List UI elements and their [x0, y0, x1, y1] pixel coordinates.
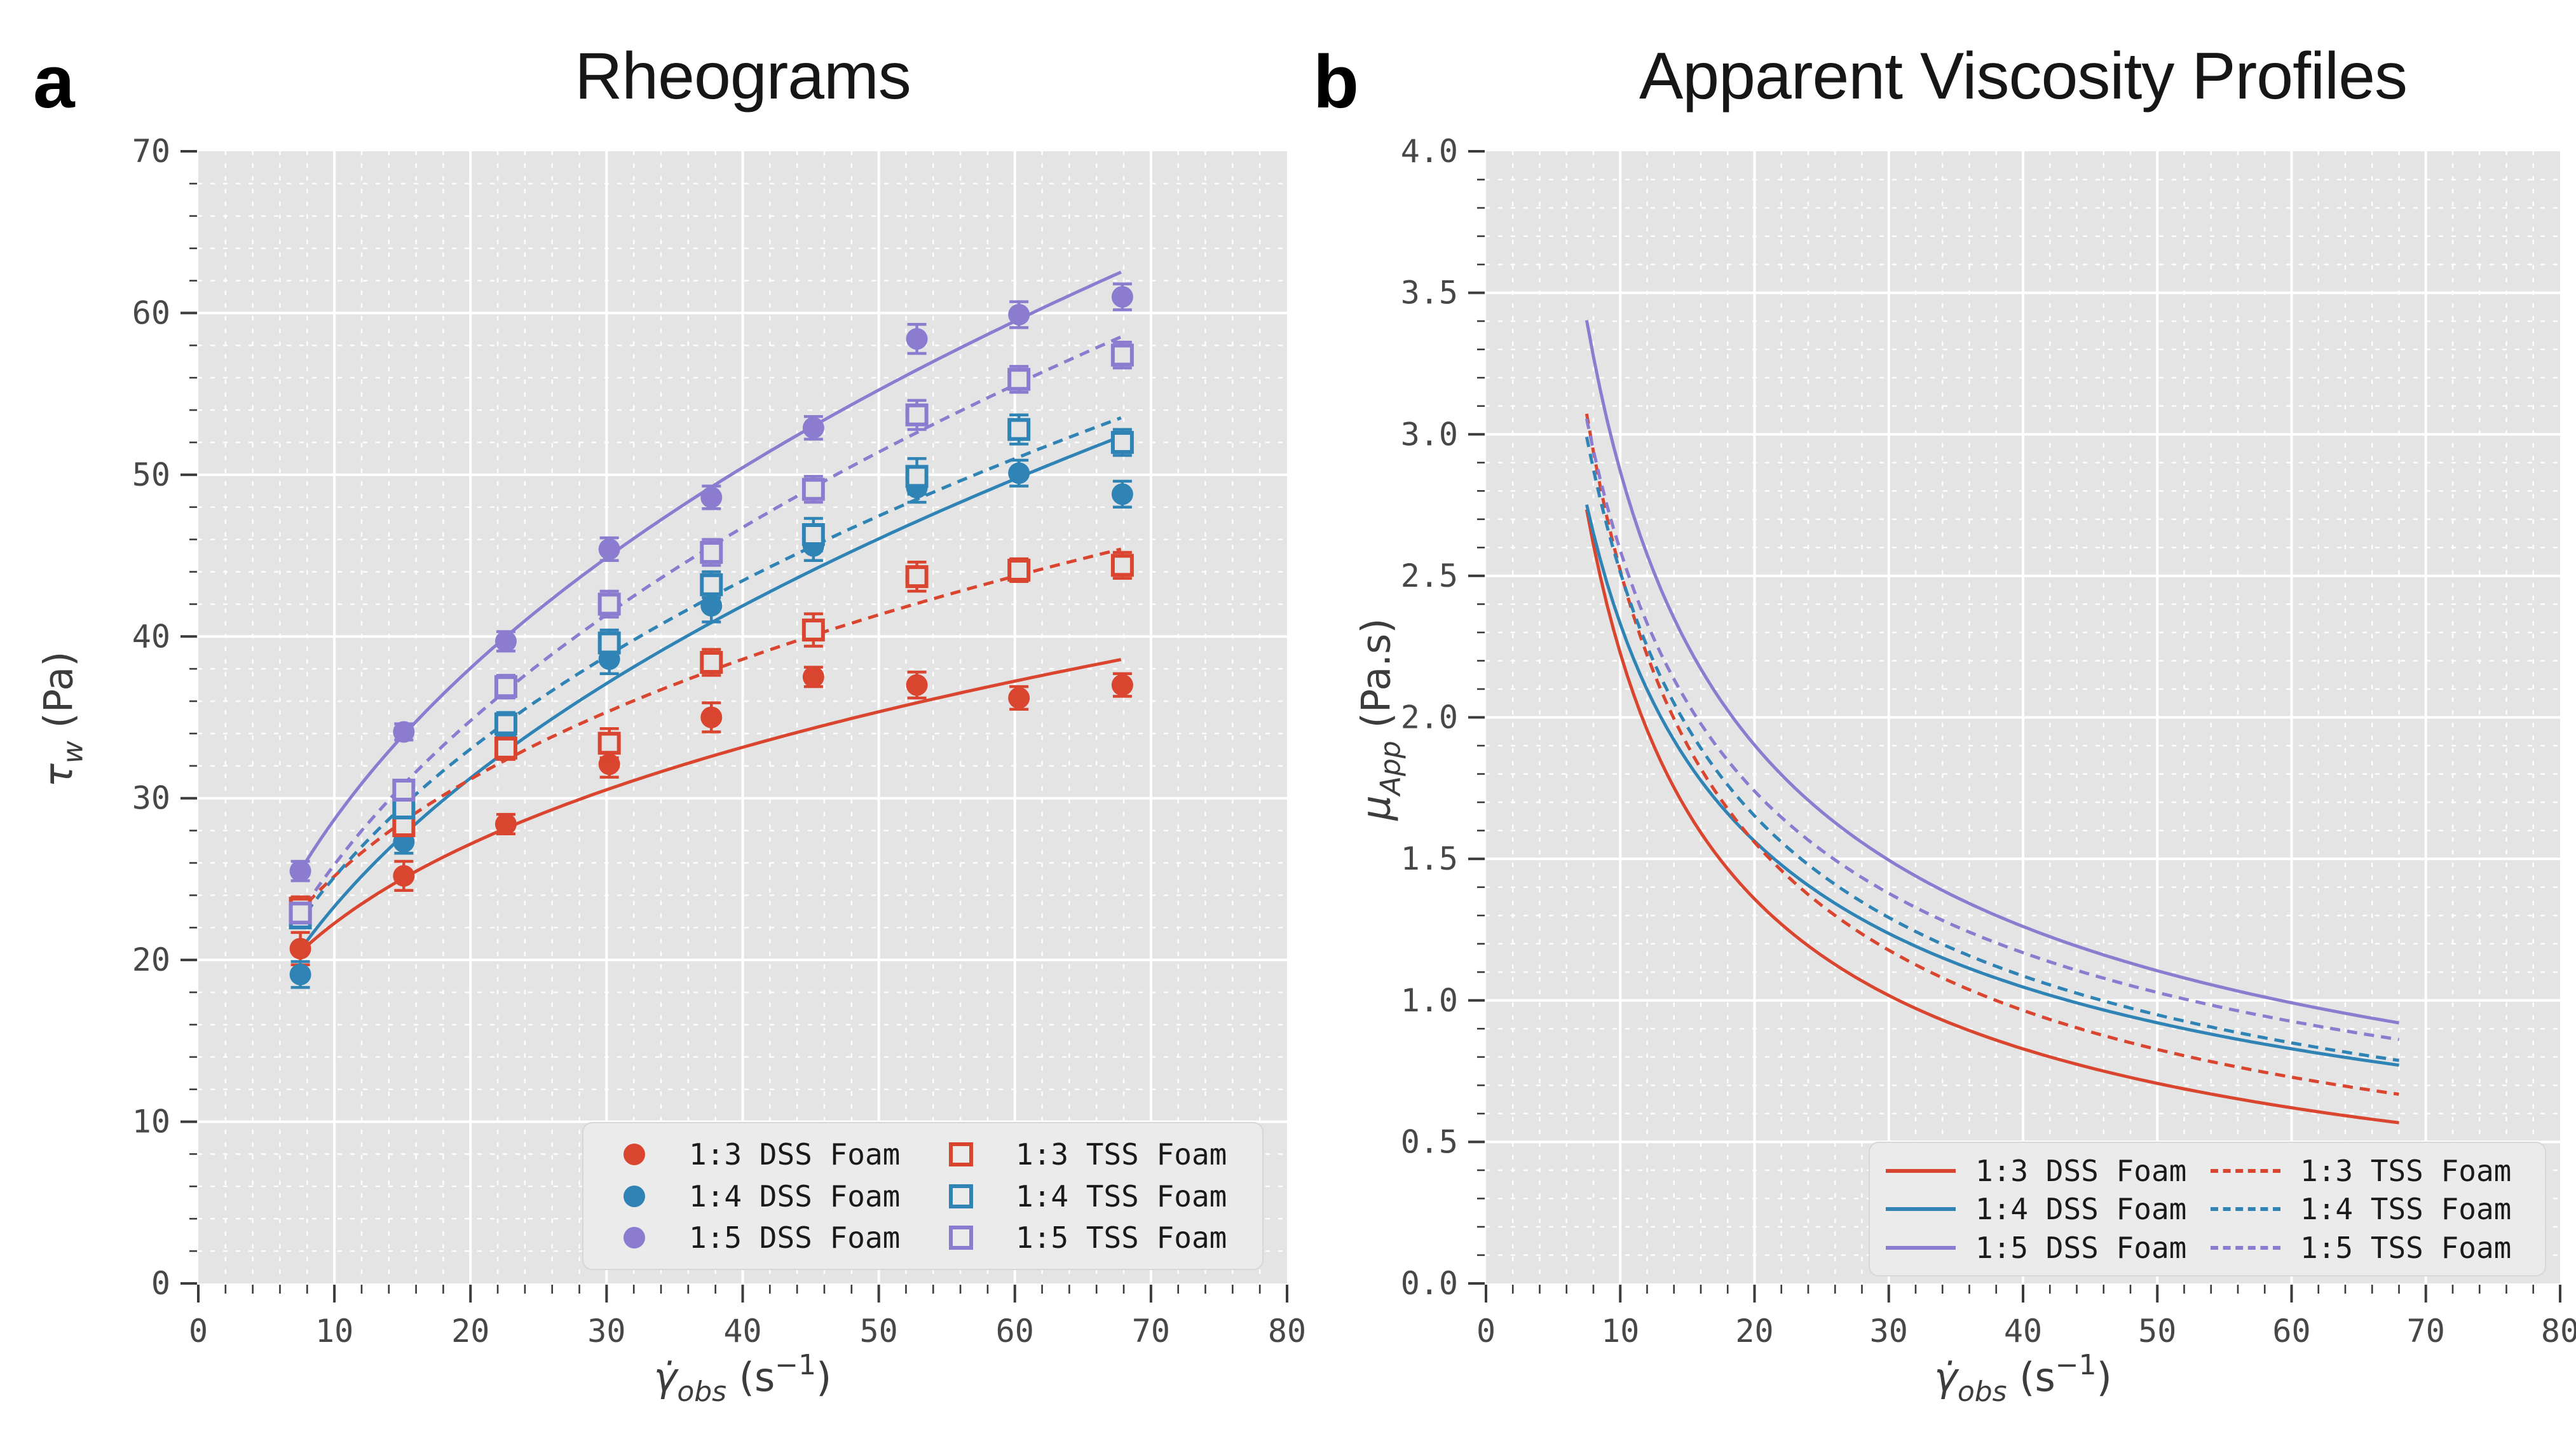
- line-solid-swatch-icon: [1883, 1245, 1959, 1250]
- svg-text:2.5: 2.5: [1401, 557, 1458, 594]
- legend-item: 1:5 TSS Foam: [2207, 1231, 2532, 1265]
- legend-item: 1:3 DSS Foam: [596, 1137, 923, 1172]
- svg-text:20: 20: [451, 1313, 489, 1350]
- legend-item: 1:5 TSS Foam: [923, 1220, 1250, 1255]
- panel-b-x-axis-label: γ̇obs (s−1): [1934, 1349, 2112, 1408]
- panel-a-title: Rheograms: [575, 39, 911, 113]
- line-solid-swatch-icon: [1883, 1207, 1959, 1211]
- svg-text:10: 10: [315, 1313, 353, 1350]
- panel-b-letter: b: [1313, 40, 1360, 124]
- svg-text:80: 80: [1268, 1313, 1306, 1350]
- line-dashed-swatch-icon: [2207, 1168, 2284, 1173]
- legend-item: 1:4 TSS Foam: [923, 1179, 1250, 1214]
- svg-text:0.5: 0.5: [1401, 1123, 1458, 1160]
- panel-a-y-axis-label: τw (Pa): [35, 651, 90, 788]
- svg-text:1.0: 1.0: [1401, 982, 1458, 1019]
- svg-text:50: 50: [2138, 1313, 2176, 1350]
- legend-label: 1:5 TSS Foam: [2300, 1230, 2512, 1265]
- marker-circle-swatch-icon: [596, 1185, 672, 1207]
- svg-text:4.0: 4.0: [1401, 133, 1458, 170]
- svg-text:70: 70: [132, 133, 170, 170]
- line-dashed-swatch-icon: [2207, 1207, 2284, 1211]
- svg-text:40: 40: [2004, 1313, 2042, 1350]
- svg-text:60: 60: [132, 294, 170, 331]
- marker-circle-swatch-icon: [596, 1227, 672, 1249]
- svg-text:10: 10: [132, 1104, 170, 1140]
- svg-text:0: 0: [151, 1265, 170, 1302]
- svg-text:1.5: 1.5: [1401, 840, 1458, 877]
- legend-viscosity: 1:3 DSS Foam 1:3 TSS Foam 1:4 DSS Foam 1…: [1869, 1142, 2546, 1276]
- svg-text:50: 50: [132, 456, 170, 493]
- svg-text:80: 80: [2541, 1313, 2576, 1350]
- legend-item: 1:3 TSS Foam: [923, 1137, 1250, 1172]
- legend-item: 1:5 DSS Foam: [1883, 1231, 2207, 1265]
- svg-text:60: 60: [2272, 1313, 2310, 1350]
- mu-symbol: μ: [1353, 795, 1400, 821]
- svg-text:70: 70: [2407, 1313, 2445, 1350]
- legend-item: 1:4 TSS Foam: [2207, 1192, 2532, 1226]
- legend-label: 1:3 DSS Foam: [689, 1137, 901, 1172]
- legend-label: 1:4 DSS Foam: [1975, 1192, 2187, 1226]
- legend-item: 1:5 DSS Foam: [596, 1220, 923, 1255]
- panel-a-letter: a: [33, 40, 75, 124]
- legend-label: 1:4 TSS Foam: [2300, 1192, 2512, 1226]
- svg-text:3.0: 3.0: [1401, 416, 1458, 453]
- line-dashed-swatch-icon: [2207, 1245, 2284, 1250]
- svg-text:3.5: 3.5: [1401, 275, 1458, 311]
- panel-b-y-axis-label: μApp (Pa.s): [1353, 618, 1407, 821]
- svg-text:40: 40: [723, 1313, 761, 1350]
- panel-a-x-axis-label: γ̇obs (s−1): [653, 1349, 832, 1408]
- legend-rheograms: 1:3 DSS Foam 1:3 TSS Foam 1:4 DSS Foam 1…: [582, 1122, 1264, 1270]
- legend-label: 1:3 TSS Foam: [2300, 1153, 2512, 1188]
- svg-text:0: 0: [189, 1313, 208, 1350]
- legend-item: 1:4 DSS Foam: [1883, 1192, 2207, 1226]
- gamma-dot-symbol: γ̇: [1934, 1354, 1958, 1400]
- legend-label: 1:3 TSS Foam: [1016, 1137, 1227, 1172]
- svg-text:70: 70: [1132, 1313, 1170, 1350]
- legend-item: 1:4 DSS Foam: [596, 1179, 923, 1214]
- marker-square-swatch-icon: [923, 1142, 999, 1166]
- gamma-dot-symbol: γ̇: [653, 1354, 678, 1400]
- legend-item: 1:3 DSS Foam: [1883, 1154, 2207, 1188]
- svg-text:20: 20: [132, 941, 170, 978]
- legend-label: 1:5 DSS Foam: [689, 1220, 901, 1255]
- marker-circle-swatch-icon: [596, 1143, 672, 1165]
- svg-text:50: 50: [860, 1313, 898, 1350]
- legend-label: 1:3 DSS Foam: [1975, 1153, 2187, 1188]
- svg-text:60: 60: [996, 1313, 1034, 1350]
- svg-text:0.0: 0.0: [1401, 1265, 1458, 1302]
- svg-text:30: 30: [1870, 1313, 1908, 1350]
- panel-b-title: Apparent Viscosity Profiles: [1639, 39, 2408, 113]
- svg-text:30: 30: [132, 780, 170, 817]
- legend-label: 1:5 TSS Foam: [1016, 1220, 1227, 1255]
- svg-text:30: 30: [587, 1313, 625, 1350]
- svg-text:10: 10: [1601, 1313, 1639, 1350]
- legend-label: 1:5 DSS Foam: [1975, 1230, 2187, 1265]
- line-solid-swatch-icon: [1883, 1168, 1959, 1173]
- svg-text:2.0: 2.0: [1401, 699, 1458, 736]
- marker-square-swatch-icon: [923, 1184, 999, 1208]
- svg-text:0: 0: [1476, 1313, 1496, 1350]
- tau-symbol: τ: [35, 763, 82, 788]
- legend-item: 1:3 TSS Foam: [2207, 1154, 2532, 1188]
- legend-label: 1:4 TSS Foam: [1016, 1179, 1227, 1214]
- svg-text:20: 20: [1735, 1313, 1773, 1350]
- marker-square-swatch-icon: [923, 1226, 999, 1250]
- svg-text:40: 40: [132, 618, 170, 655]
- legend-label: 1:4 DSS Foam: [689, 1179, 901, 1214]
